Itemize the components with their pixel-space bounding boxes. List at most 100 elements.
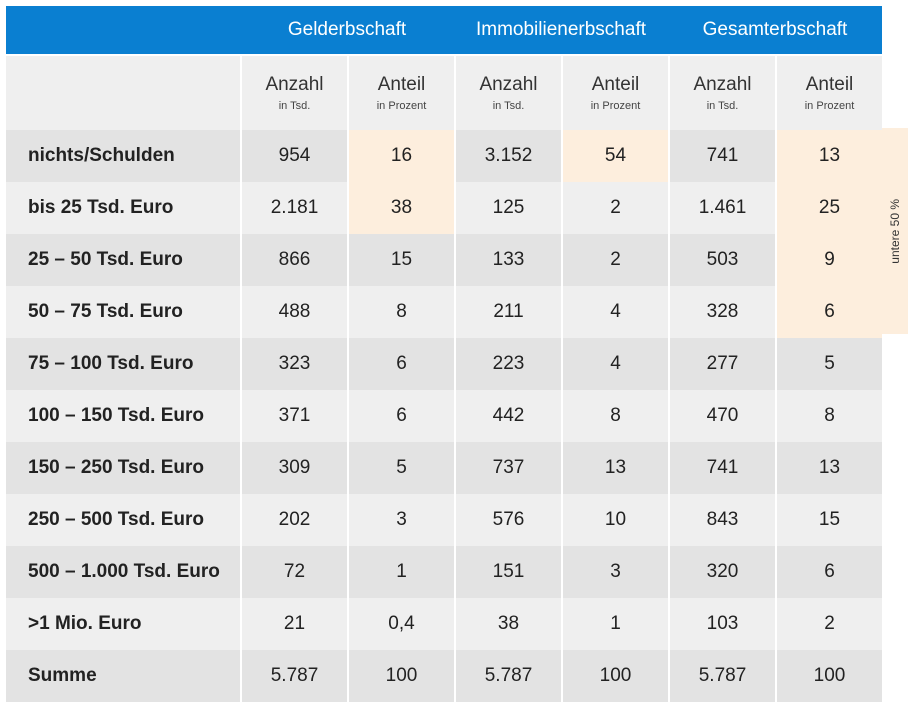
column-header-title: Anzahl: [479, 74, 538, 95]
table-cell: 843: [668, 494, 775, 546]
column-header: Anzahl in Tsd.: [240, 56, 347, 130]
table-cell: 6: [775, 546, 882, 598]
column-header-unit: in Tsd.: [278, 100, 311, 112]
column-header-unit: in Prozent: [376, 100, 427, 112]
table-cell: 5: [775, 338, 882, 390]
row-label: 500 – 1.000 Tsd. Euro: [28, 561, 220, 582]
table-cell: 10: [561, 494, 668, 546]
row-label: 250 – 500 Tsd. Euro: [28, 509, 205, 530]
table-cell: 6: [347, 338, 454, 390]
table-cell: 277: [668, 338, 775, 390]
table-row: >1 Mio. Euro 21 0,4 38 1 103 2: [6, 598, 882, 650]
table-cell: 6: [775, 286, 882, 338]
table-cell: 100: [347, 650, 454, 702]
column-header-row: Anzahl in Tsd. Anteil in Prozent Anzahl …: [6, 56, 882, 130]
column-header-unit: in Prozent: [804, 100, 855, 112]
table-cell: 2: [561, 182, 668, 234]
table-row: 25 – 50 Tsd. Euro 866 15 133 2 503 9: [6, 234, 882, 286]
inheritance-table: Gelderbschaft Immobilienerbschaft Gesamt…: [6, 6, 882, 702]
table-cell: 323: [240, 338, 347, 390]
table-cell: 103: [668, 598, 775, 650]
table-cell: 741: [668, 130, 775, 182]
table-cell: 1.461: [668, 182, 775, 234]
column-header: Anteil in Prozent: [561, 56, 668, 130]
table-cell: 2: [775, 598, 882, 650]
column-header-unit: in Tsd.: [706, 100, 739, 112]
table-cell: 9: [775, 234, 882, 286]
table-cell: 2.181: [240, 182, 347, 234]
table-row: 75 – 100 Tsd. Euro 323 6 223 4 277 5: [6, 338, 882, 390]
table-cell: 133: [454, 234, 561, 286]
group-header-row: Gelderbschaft Immobilienerbschaft Gesamt…: [6, 6, 882, 54]
table-cell: 328: [668, 286, 775, 338]
header-group-total: Gesamterbschaft: [702, 19, 848, 40]
table-row: 250 – 500 Tsd. Euro 202 3 576 10 843 15: [6, 494, 882, 546]
table-row: nichts/Schulden 954 16 3.152 54 741 13: [6, 130, 882, 182]
column-header-title: Anzahl: [693, 74, 752, 95]
table-cell: 211: [454, 286, 561, 338]
table-cell: 320: [668, 546, 775, 598]
table-cell: 72: [240, 546, 347, 598]
row-label: bis 25 Tsd. Euro: [28, 197, 174, 218]
table-cell: 1: [561, 598, 668, 650]
table-cell: 5: [347, 442, 454, 494]
table-cell: 442: [454, 390, 561, 442]
table-cell: 5.787: [668, 650, 775, 702]
row-label: 50 – 75 Tsd. Euro: [28, 301, 183, 322]
header-group-money: Gelderbschaft: [287, 19, 407, 40]
table-cell: 741: [668, 442, 775, 494]
table-cell: 4: [561, 338, 668, 390]
table-cell: 954: [240, 130, 347, 182]
table-cell: 15: [775, 494, 882, 546]
table-cell: 6: [347, 390, 454, 442]
bracket-label: untere 50 %: [888, 198, 902, 264]
table-cell: 8: [347, 286, 454, 338]
table-cell: 38: [454, 598, 561, 650]
table-cell: 13: [775, 442, 882, 494]
column-header-title: Anteil: [377, 74, 426, 95]
table-cell: 5.787: [240, 650, 347, 702]
column-header: Anteil in Prozent: [347, 56, 454, 130]
header-group-real-estate: Immobilienerbschaft: [475, 19, 647, 40]
table-cell: 8: [775, 390, 882, 442]
table-cell: 54: [561, 130, 668, 182]
column-header-title: Anteil: [591, 74, 640, 95]
table-cell: 25: [775, 182, 882, 234]
table-cell: 100: [775, 650, 882, 702]
table-cell: 3: [561, 546, 668, 598]
lower-half-bracket: untere 50 %: [882, 128, 908, 334]
table-cell: 223: [454, 338, 561, 390]
table-cell: 125: [454, 182, 561, 234]
row-label: nichts/Schulden: [28, 145, 175, 166]
row-label: Summe: [28, 665, 97, 686]
column-header-unit: in Tsd.: [492, 100, 525, 112]
table-cell: 16: [347, 130, 454, 182]
table-cell: 15: [347, 234, 454, 286]
table-cell: 21: [240, 598, 347, 650]
column-header: Anteil in Prozent: [775, 56, 882, 130]
table-cell: 3.152: [454, 130, 561, 182]
header-empty-cell: [6, 6, 240, 54]
table-cell: 13: [775, 130, 882, 182]
row-label: >1 Mio. Euro: [28, 613, 142, 634]
table-cell: 866: [240, 234, 347, 286]
table-body: nichts/Schulden 954 16 3.152 54 741 13 bis 25 T…: [6, 130, 882, 702]
table-cell: 1: [347, 546, 454, 598]
table-cell: 4: [561, 286, 668, 338]
row-label: 25 – 50 Tsd. Euro: [28, 249, 183, 270]
table-cell: 100: [561, 650, 668, 702]
column-header: Anzahl in Tsd.: [668, 56, 775, 130]
table-cell: 470: [668, 390, 775, 442]
table-cell: 576: [454, 494, 561, 546]
table-row: Summe 5.787 100 5.787 100 5.787 100: [6, 650, 882, 702]
table-cell: 3: [347, 494, 454, 546]
row-label: 75 – 100 Tsd. Euro: [28, 353, 194, 374]
table-cell: 0,4: [347, 598, 454, 650]
table-cell: 5.787: [454, 650, 561, 702]
column-header-empty: [6, 56, 240, 130]
table-cell: 2: [561, 234, 668, 286]
column-header-unit: in Prozent: [590, 100, 641, 112]
table-cell: 151: [454, 546, 561, 598]
table-cell: 8: [561, 390, 668, 442]
table-cell: 371: [240, 390, 347, 442]
